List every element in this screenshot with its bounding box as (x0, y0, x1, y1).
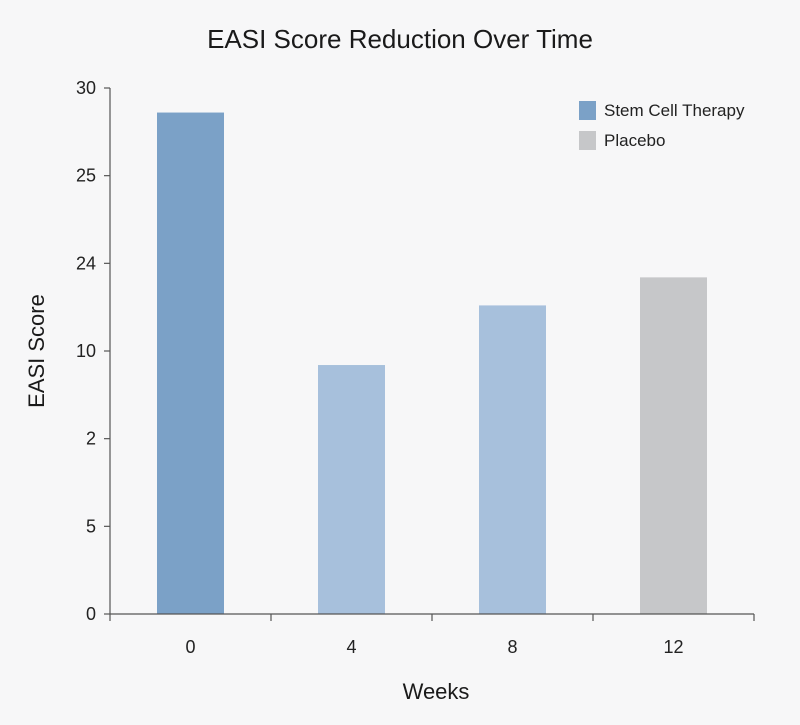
x-tick-label: 8 (507, 637, 517, 657)
x-tick-label: 4 (346, 637, 356, 657)
bars-layer (157, 112, 707, 615)
bar-week-12 (640, 277, 707, 614)
x-tick-label: 12 (663, 637, 683, 657)
legend: Stem Cell Therapy Placebo (579, 101, 745, 150)
chart-title: EASI Score Reduction Over Time (207, 24, 593, 54)
y-tick-label: 30 (76, 78, 96, 98)
bar-week-4 (318, 365, 385, 614)
y-tick-label: 24 (76, 253, 96, 273)
legend-swatch (579, 131, 596, 150)
bar-week-0 (157, 112, 224, 615)
legend-swatch (579, 101, 596, 120)
x-axis-title: Weeks (403, 679, 470, 704)
bar-week-8 (479, 305, 546, 614)
x-ticks-layer: 0 4 8 12 (109, 614, 755, 657)
y-tick-label: 10 (76, 341, 96, 361)
x-tick-label: 0 (185, 637, 195, 657)
y-tick-label: 2 (86, 429, 96, 449)
legend-label: Placebo (604, 131, 665, 150)
y-tick-label: 5 (86, 516, 96, 536)
y-axis-title: EASI Score (24, 294, 49, 408)
y-ticks-layer: 0 5 2 10 24 25 30 (76, 78, 110, 624)
y-tick-label: 25 (76, 166, 96, 186)
y-tick-label: 0 (86, 604, 96, 624)
legend-label: Stem Cell Therapy (604, 101, 745, 120)
